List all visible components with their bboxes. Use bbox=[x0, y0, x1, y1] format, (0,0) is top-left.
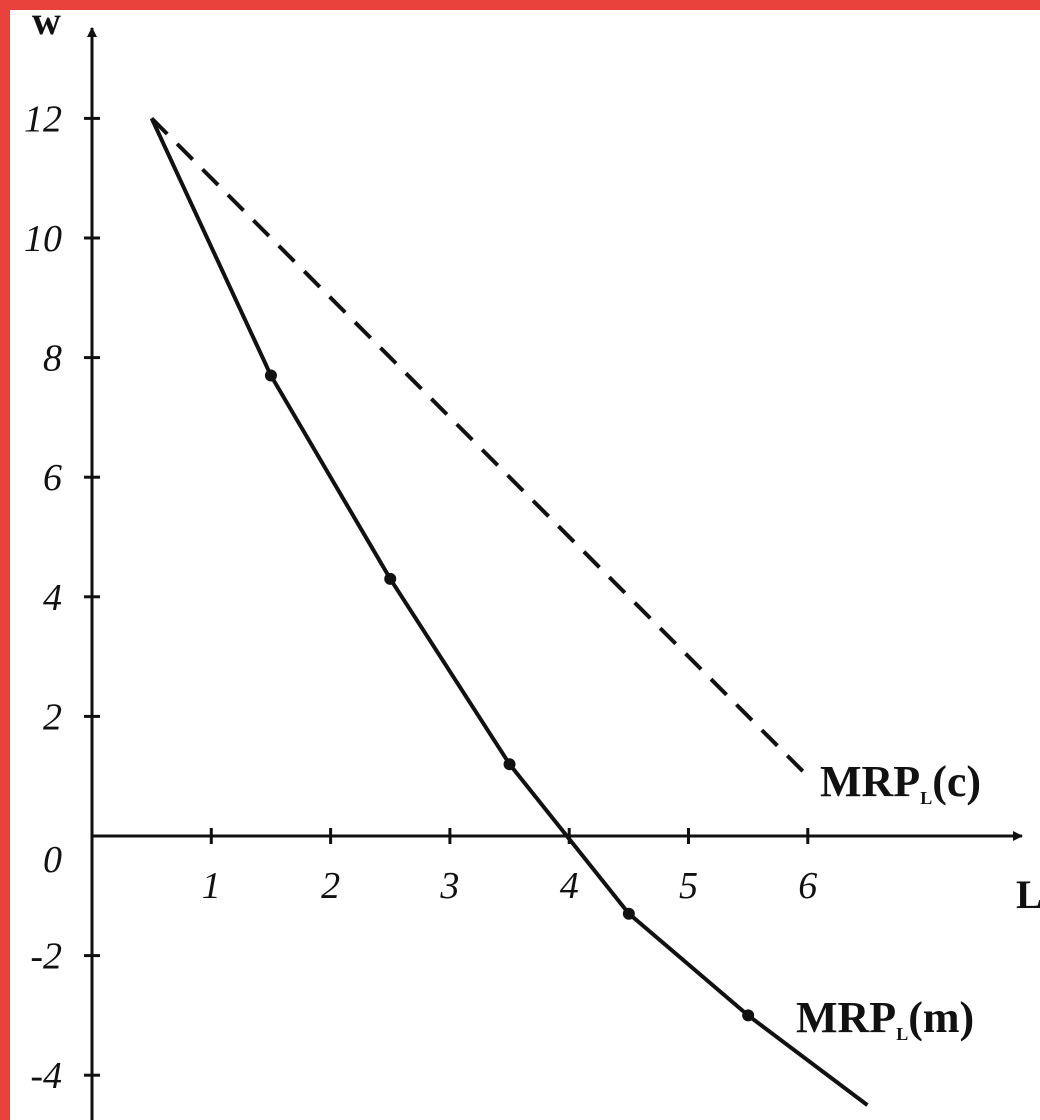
series-point bbox=[622, 907, 635, 920]
series-label-mrp-c: MRPL(c) bbox=[820, 757, 981, 808]
y-tick-label: 2 bbox=[43, 696, 62, 738]
x-axis-title: L bbox=[1016, 872, 1040, 917]
x-tick-label: 3 bbox=[439, 865, 459, 907]
x-tick-label: 6 bbox=[798, 865, 817, 907]
y-tick-label: 10 bbox=[24, 218, 62, 260]
series-point bbox=[503, 758, 516, 771]
y-tick-label: 4 bbox=[43, 577, 62, 619]
series-line-mrp-c bbox=[150, 116, 810, 778]
x-tick-label: 1 bbox=[202, 865, 221, 907]
y-tick-label: -4 bbox=[30, 1055, 62, 1097]
y-tick-label: 8 bbox=[43, 338, 62, 380]
y-tick-label: -2 bbox=[30, 936, 62, 978]
series-point bbox=[264, 369, 277, 382]
origin-label: 0 bbox=[43, 839, 62, 881]
y-axis-title: w bbox=[32, 0, 61, 43]
x-tick-label: 2 bbox=[321, 865, 340, 907]
series-point bbox=[384, 572, 397, 585]
series-label-mrp-m: MRPL(m) bbox=[796, 993, 974, 1044]
x-tick-label: 5 bbox=[679, 865, 698, 907]
y-tick-label: 6 bbox=[43, 457, 62, 499]
series-line-mrp-m bbox=[149, 117, 869, 1107]
series-point bbox=[742, 1009, 755, 1022]
x-tick-label: 4 bbox=[560, 865, 579, 907]
y-tick-label: 12 bbox=[24, 98, 62, 140]
